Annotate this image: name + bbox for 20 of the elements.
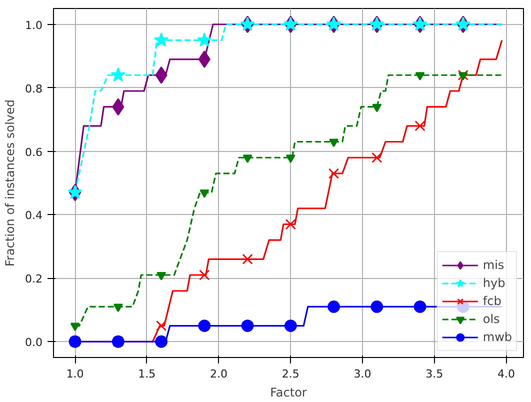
x-tick-label: 1.0 — [66, 368, 84, 380]
y-tick-label: 0.0 — [25, 336, 43, 350]
y-tick-label: 0.6 — [25, 146, 43, 159]
legend-label: mwb — [482, 329, 512, 346]
x-tick-label: 1.5 — [138, 368, 156, 380]
x-tick-label: 2.0 — [210, 368, 228, 380]
x-tick-label: 3.0 — [354, 368, 372, 380]
y-tick-label: 0.4 — [25, 209, 43, 222]
x-tick-label: 3.5 — [426, 368, 444, 380]
legend-label: hyb — [482, 275, 506, 292]
x-axis-title: Factor — [270, 386, 307, 400]
legend-label: mis — [482, 257, 504, 274]
y-axis-title: Fraction of instances solved — [3, 99, 18, 267]
y-tick-label: 0.8 — [25, 82, 43, 96]
y-tick-label: 1.0 — [25, 18, 43, 32]
legend-label: ols — [482, 311, 501, 328]
legend-label: fcb — [482, 293, 502, 310]
y-tick-label: 0.2 — [25, 272, 43, 286]
x-tick-label: 4.0 — [498, 368, 516, 380]
x-tick-label: 2.5 — [282, 368, 300, 380]
